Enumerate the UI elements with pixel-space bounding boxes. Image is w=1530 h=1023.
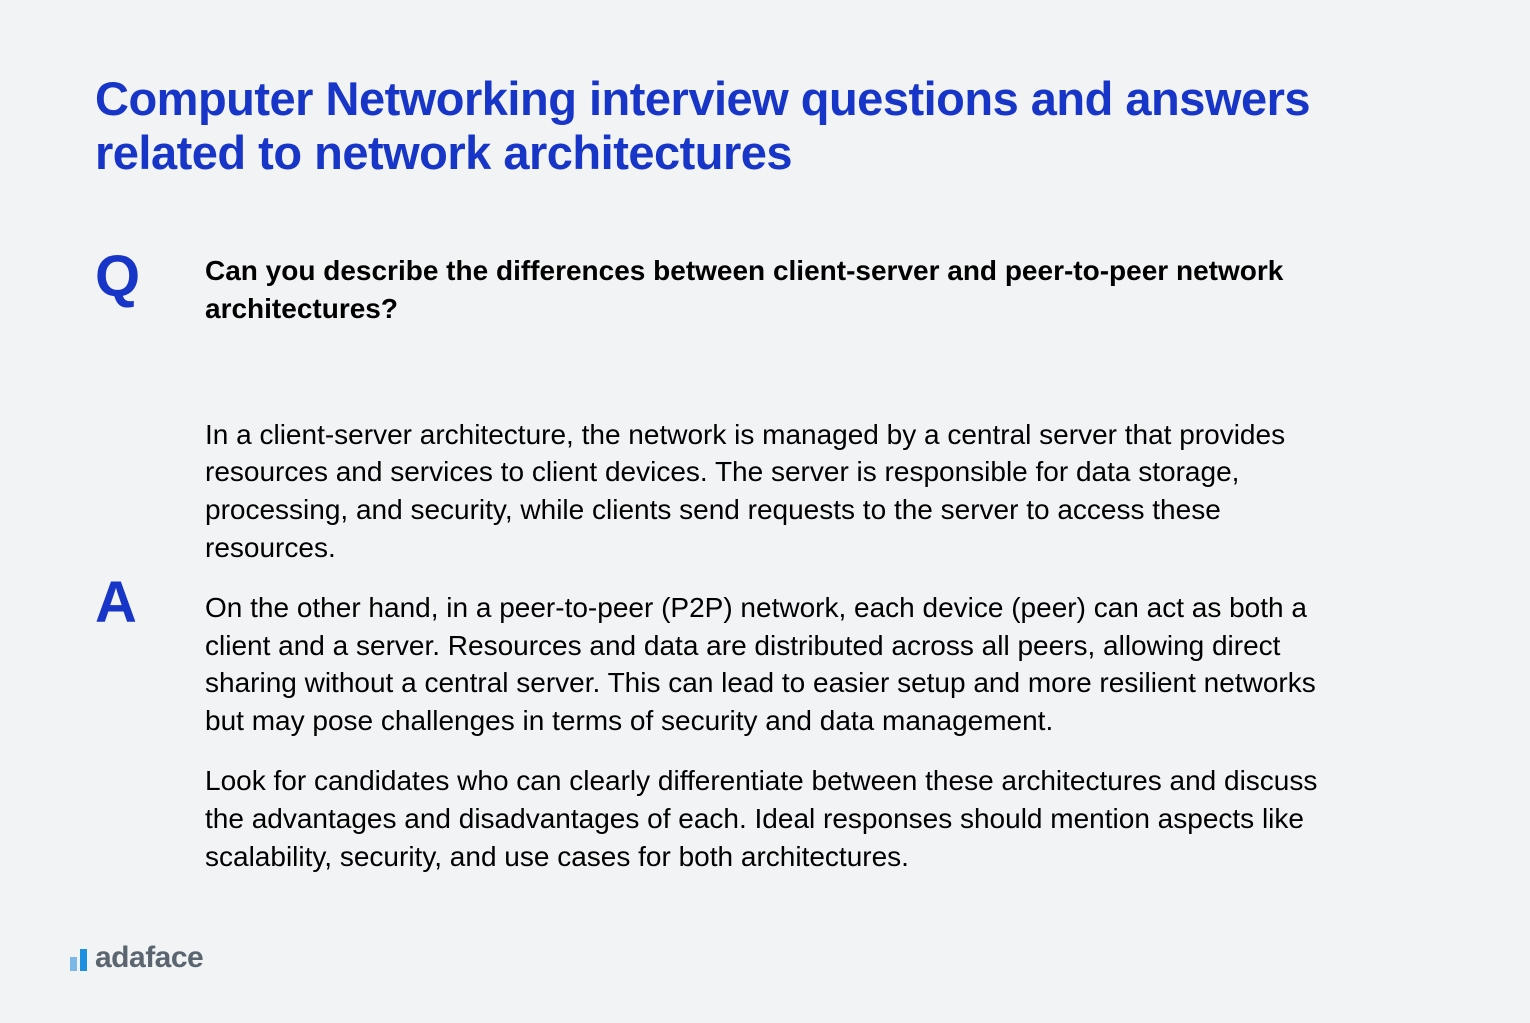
question-marker: Q — [95, 248, 205, 306]
answer-paragraph-2: On the other hand, in a peer-to-peer (P2… — [205, 589, 1325, 740]
answer-marker: A — [95, 574, 135, 632]
brand-logo: adaface — [70, 941, 203, 975]
brand-name: adaface — [95, 941, 203, 975]
content-wrapper: Computer Networking interview questions … — [95, 0, 1435, 875]
question-text: Can you describe the differences between… — [205, 248, 1305, 328]
logo-bars-icon — [70, 945, 87, 971]
answer-row: A In a client-server architecture, the n… — [95, 416, 1435, 876]
question-row: Q Can you describe the differences betwe… — [95, 248, 1435, 328]
answer-body: In a client-server architecture, the net… — [205, 416, 1325, 876]
qa-container: Q Can you describe the differences betwe… — [95, 248, 1435, 875]
page-title: Computer Networking interview questions … — [95, 72, 1435, 180]
answer-paragraph-1: In a client-server architecture, the net… — [205, 416, 1325, 567]
answer-paragraph-3: Look for candidates who can clearly diff… — [205, 762, 1325, 875]
